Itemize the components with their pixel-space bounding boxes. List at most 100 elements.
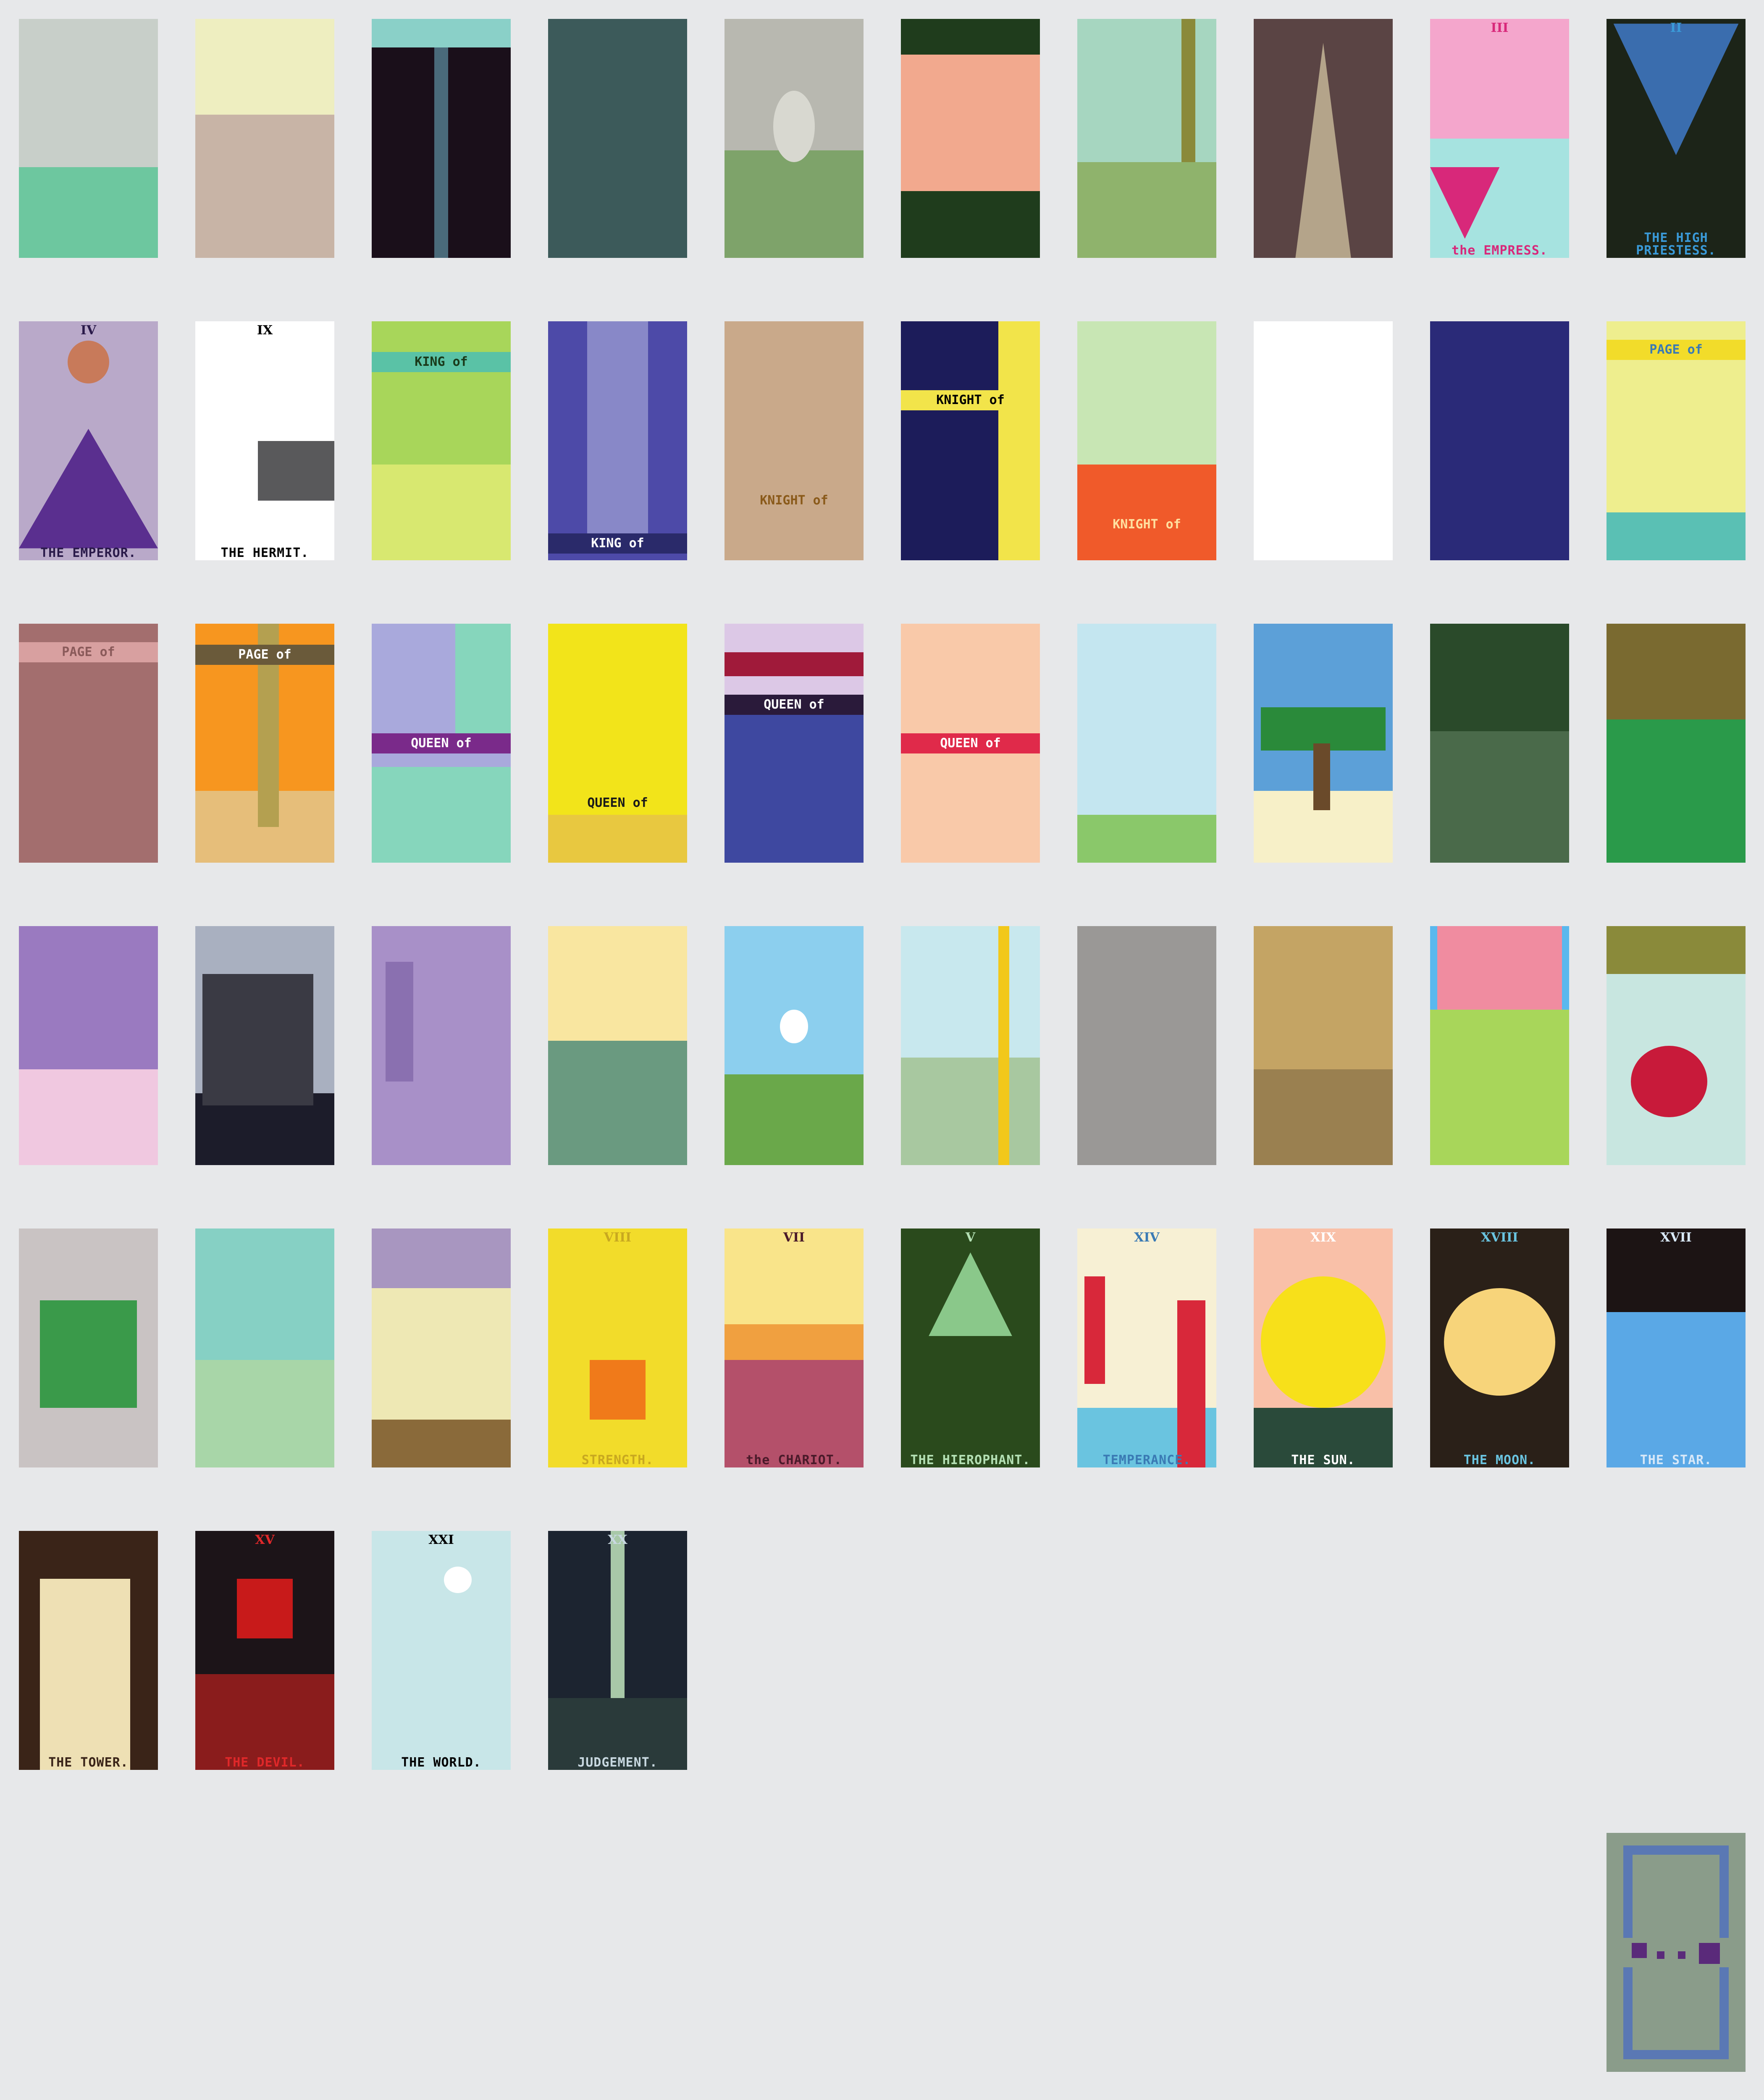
ground xyxy=(19,167,158,258)
ground xyxy=(548,1698,687,1770)
suit-label: KNIGHT of xyxy=(760,493,828,508)
card-title: STRENGTH. xyxy=(581,1453,654,1467)
card xyxy=(901,926,1040,1165)
card: QUEEN of xyxy=(372,624,511,863)
card-title: the EMPRESS. xyxy=(1452,243,1548,258)
suit-label: KNIGHT of xyxy=(1113,517,1181,532)
shape xyxy=(929,1252,1012,1336)
card-numeral: XVII xyxy=(1660,1230,1692,1245)
shape xyxy=(67,340,110,383)
card-numeral: XIX xyxy=(1310,1230,1336,1245)
ground xyxy=(724,150,864,258)
card xyxy=(372,926,511,1165)
ground xyxy=(1606,138,1746,258)
card xyxy=(548,926,687,1165)
card xyxy=(19,926,158,1165)
ground xyxy=(19,743,158,863)
shape xyxy=(444,1567,472,1593)
shape xyxy=(724,1324,864,1360)
card-title: THE SUN. xyxy=(1291,1453,1355,1467)
glyph xyxy=(1699,1943,1720,1964)
shape xyxy=(1630,1045,1707,1118)
card xyxy=(372,19,511,258)
suit-label: QUEEN of xyxy=(548,793,687,813)
card-numeral: VII xyxy=(783,1230,805,1245)
shape xyxy=(1606,926,1746,974)
shape xyxy=(39,1300,137,1408)
card xyxy=(1430,624,1569,863)
ground xyxy=(901,191,1040,258)
card: XX JUDGEMENT. xyxy=(548,1531,687,1770)
card xyxy=(195,1228,334,1467)
shape xyxy=(610,1531,625,1698)
ground xyxy=(195,1674,334,1770)
suit-label: PAGE of xyxy=(195,644,334,665)
ground xyxy=(724,441,864,560)
ground xyxy=(1077,1045,1216,1165)
ground xyxy=(1606,719,1746,863)
suit-label: QUEEN of xyxy=(724,695,864,715)
shape xyxy=(773,90,815,163)
card-numeral: XIV xyxy=(1134,1230,1160,1245)
card-numeral: IV xyxy=(80,323,97,338)
ground xyxy=(901,743,1040,863)
ground xyxy=(548,1041,687,1165)
suit-label: PAGE of xyxy=(19,642,158,663)
card-title: THE STAR. xyxy=(1640,1453,1712,1467)
card-title: THE MOON. xyxy=(1463,1453,1536,1467)
ground xyxy=(1254,1407,1393,1467)
ground xyxy=(1254,441,1393,560)
ground xyxy=(1077,815,1216,863)
card xyxy=(1606,926,1746,1165)
glyph xyxy=(1657,1951,1664,1959)
card xyxy=(1254,321,1393,560)
card: PAGE of xyxy=(195,624,334,863)
card: KNIGHT of xyxy=(1077,321,1216,560)
suit-label: QUEEN of xyxy=(901,733,1040,753)
card xyxy=(1077,624,1216,863)
shape xyxy=(434,47,449,258)
ground xyxy=(901,1348,1040,1467)
shape xyxy=(257,441,334,501)
ground xyxy=(1430,1010,1569,1165)
card xyxy=(19,19,158,258)
card-numeral: IX xyxy=(257,323,273,338)
card: XVII THE STAR. xyxy=(1606,1228,1746,1467)
shape xyxy=(1444,1288,1555,1396)
glyph xyxy=(1678,1951,1685,1959)
ground xyxy=(1077,465,1216,560)
ground xyxy=(1606,1312,1746,1467)
ground xyxy=(372,1650,511,1770)
ground xyxy=(724,1360,864,1467)
shape xyxy=(1260,1276,1386,1408)
card: III the EMPRESS. xyxy=(1430,19,1569,258)
card-numeral: III xyxy=(1491,21,1509,35)
card-title: THE EMPEROR. xyxy=(40,546,136,560)
card xyxy=(1077,926,1216,1165)
card-title: THE HIEROPHANT. xyxy=(910,1453,1031,1467)
ground xyxy=(1254,1069,1393,1165)
shape xyxy=(39,1578,130,1770)
card xyxy=(19,1228,158,1467)
ground xyxy=(195,1093,334,1165)
ground xyxy=(724,695,864,863)
suit-label: QUEEN of xyxy=(372,733,511,753)
glyph xyxy=(1632,1943,1647,1958)
card xyxy=(724,19,864,258)
card-numeral: XV xyxy=(255,1533,275,1547)
ground xyxy=(724,1074,864,1165)
card xyxy=(1254,624,1393,863)
card: VII the CHARIOT. xyxy=(724,1228,864,1467)
card-title: the CHARIOT. xyxy=(746,1453,842,1467)
card xyxy=(901,19,1040,258)
shape xyxy=(1181,19,1196,163)
shape xyxy=(1260,707,1386,751)
ground xyxy=(901,1057,1040,1165)
card-title: THE DEVIL. xyxy=(225,1755,305,1770)
ground xyxy=(372,1420,511,1467)
shape xyxy=(587,321,648,537)
shape xyxy=(780,1010,808,1043)
card xyxy=(724,926,864,1165)
shape xyxy=(590,1360,646,1420)
shape xyxy=(998,321,1040,560)
